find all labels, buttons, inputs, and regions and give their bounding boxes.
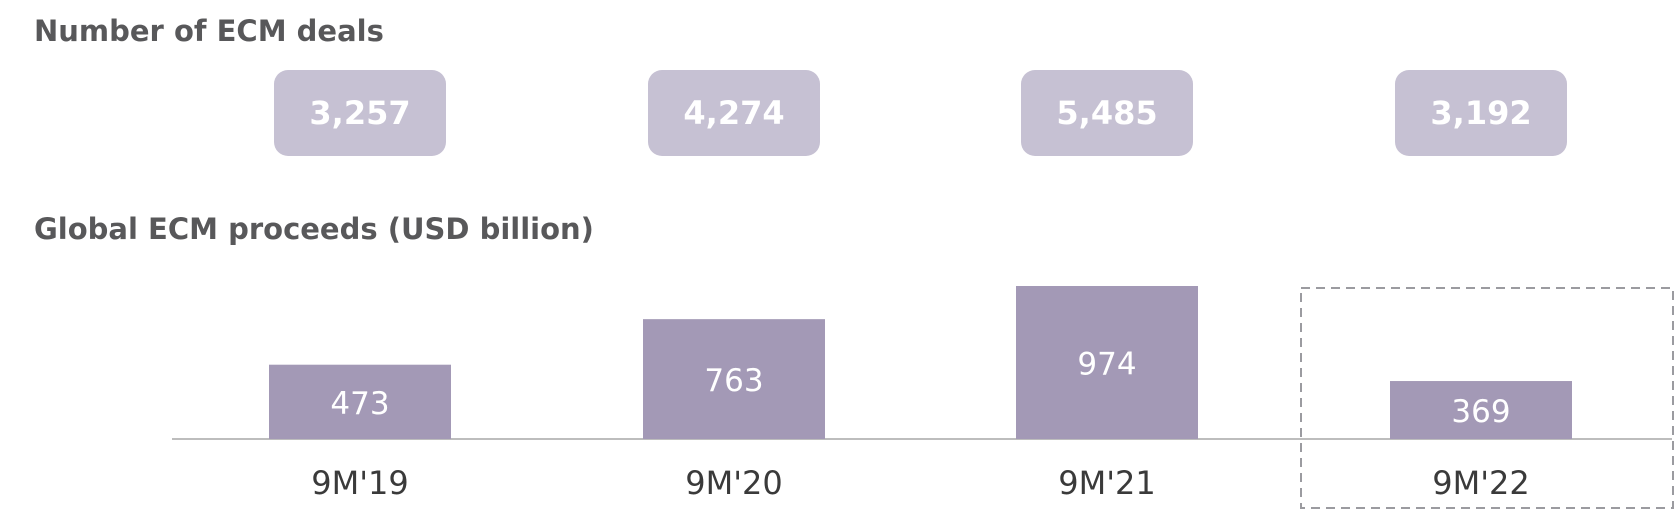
x-tick-labels: 9M'19 9M'20 9M'21 9M'22 (311, 464, 1529, 502)
deal-count-9m20: 4,274 (648, 70, 820, 156)
x-label-9m21: 9M'21 (1058, 464, 1155, 502)
bar-9m19 (269, 364, 451, 439)
value-label-9m22: 369 (1451, 394, 1510, 430)
x-label-9m19: 9M'19 (311, 464, 408, 502)
bar-9m21 (1016, 286, 1198, 439)
value-label-9m19: 473 (330, 386, 389, 422)
deal-count-9m21: 5,485 (1021, 70, 1193, 156)
highlight-box (1300, 287, 1674, 509)
bar-9m22 (1390, 381, 1572, 439)
bars (269, 286, 1572, 439)
x-label-9m22: 9M'22 (1432, 464, 1529, 502)
x-label-9m20: 9M'20 (685, 464, 782, 502)
deal-count-9m19: 3,257 (274, 70, 446, 156)
deals-title: Number of ECM deals (34, 14, 384, 48)
value-label-9m21: 974 (1077, 347, 1136, 383)
value-labels: 473 763 974 369 (330, 347, 1510, 431)
chart-title: Global ECM proceeds (USD billion) (34, 212, 594, 246)
deal-count-9m22: 3,192 (1395, 70, 1567, 156)
bar-9m20 (643, 319, 825, 439)
value-label-9m20: 763 (704, 363, 763, 399)
